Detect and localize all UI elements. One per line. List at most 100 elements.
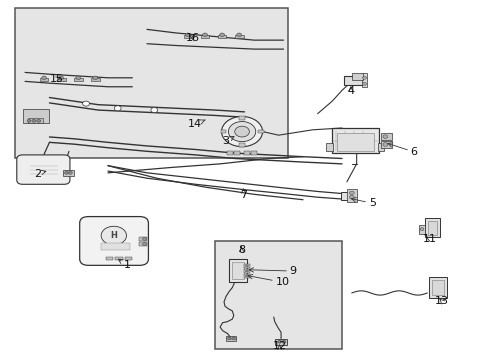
Circle shape: [245, 270, 248, 272]
Bar: [428, 277, 447, 298]
Text: 12: 12: [272, 341, 286, 351]
Bar: [183, 35, 192, 39]
Circle shape: [227, 337, 231, 340]
Bar: [217, 35, 226, 39]
Text: 10: 10: [247, 274, 289, 287]
Bar: [424, 218, 439, 237]
Bar: [239, 143, 244, 147]
Circle shape: [419, 228, 423, 230]
Circle shape: [151, 108, 158, 113]
Circle shape: [101, 226, 126, 245]
Circle shape: [68, 171, 72, 174]
Bar: [234, 35, 243, 39]
FancyBboxPatch shape: [17, 155, 70, 184]
Bar: [234, 151, 240, 155]
Circle shape: [41, 76, 46, 80]
Bar: [336, 133, 373, 150]
Bar: [91, 78, 100, 81]
Bar: [226, 151, 232, 155]
Bar: [232, 262, 244, 279]
Bar: [228, 259, 247, 282]
Circle shape: [76, 76, 81, 80]
Circle shape: [37, 120, 41, 122]
Text: 8: 8: [238, 244, 244, 255]
Bar: [244, 151, 249, 155]
Circle shape: [228, 122, 255, 141]
Bar: [15, 8, 288, 158]
Bar: [346, 189, 356, 202]
Circle shape: [234, 126, 249, 137]
Circle shape: [277, 340, 281, 343]
Bar: [243, 269, 250, 273]
Text: 5: 5: [351, 198, 375, 208]
Text: 16: 16: [185, 33, 200, 43]
Circle shape: [142, 237, 146, 240]
Bar: [40, 78, 48, 81]
Text: 15: 15: [50, 74, 63, 84]
Text: 2: 2: [34, 168, 46, 179]
Bar: [418, 225, 425, 234]
Text: 6: 6: [387, 143, 417, 157]
Bar: [380, 141, 391, 148]
Text: 3: 3: [222, 136, 234, 146]
Bar: [125, 257, 132, 260]
Bar: [27, 118, 43, 123]
Circle shape: [245, 265, 248, 267]
Bar: [431, 280, 444, 295]
Circle shape: [282, 340, 285, 343]
Text: H: H: [110, 231, 117, 240]
Circle shape: [27, 120, 31, 122]
Circle shape: [362, 82, 366, 85]
Text: 4: 4: [346, 86, 354, 96]
Circle shape: [142, 243, 146, 246]
Text: 7: 7: [240, 189, 246, 201]
Bar: [257, 130, 263, 134]
Bar: [344, 76, 362, 85]
Circle shape: [114, 106, 121, 111]
Text: 13: 13: [434, 296, 448, 306]
Text: 11: 11: [422, 234, 436, 244]
Circle shape: [32, 120, 36, 122]
Circle shape: [236, 33, 241, 37]
Circle shape: [64, 171, 68, 174]
Text: 14: 14: [187, 120, 204, 129]
Bar: [275, 338, 287, 345]
Circle shape: [245, 275, 248, 277]
Circle shape: [348, 195, 353, 199]
Bar: [101, 243, 130, 250]
Bar: [63, 170, 74, 176]
Bar: [243, 274, 250, 278]
Circle shape: [185, 33, 190, 37]
Circle shape: [362, 76, 366, 79]
Bar: [105, 257, 113, 260]
Bar: [380, 134, 391, 140]
Circle shape: [221, 117, 262, 147]
Circle shape: [93, 76, 98, 80]
Bar: [139, 242, 147, 246]
Bar: [340, 192, 355, 200]
Bar: [22, 109, 49, 123]
Bar: [139, 237, 147, 241]
Circle shape: [348, 191, 353, 195]
Text: 1: 1: [118, 259, 131, 270]
Circle shape: [202, 33, 207, 37]
Circle shape: [382, 143, 387, 146]
Bar: [331, 128, 378, 153]
Circle shape: [59, 76, 63, 80]
Bar: [239, 116, 244, 120]
Bar: [351, 73, 362, 80]
Bar: [115, 257, 122, 260]
Text: 9: 9: [249, 266, 296, 276]
Circle shape: [219, 33, 224, 37]
Bar: [251, 151, 257, 155]
Bar: [74, 78, 82, 81]
Bar: [57, 78, 65, 81]
Bar: [377, 143, 383, 150]
Bar: [326, 143, 332, 150]
FancyBboxPatch shape: [80, 217, 148, 265]
Bar: [200, 35, 209, 39]
Circle shape: [231, 337, 235, 340]
Bar: [215, 241, 341, 348]
Bar: [361, 73, 366, 87]
Bar: [427, 221, 436, 234]
